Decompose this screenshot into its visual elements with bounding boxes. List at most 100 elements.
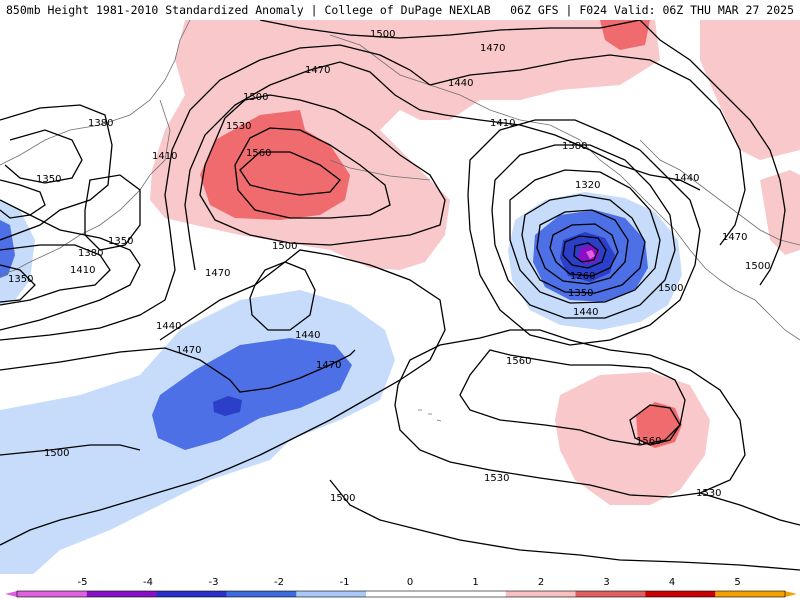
contour-1320-low xyxy=(536,209,629,285)
contour-1350-left xyxy=(0,179,46,219)
colorbar-tick-label: -3 xyxy=(209,577,219,588)
contour-1380-left xyxy=(4,129,83,184)
coastline-aleutians xyxy=(329,159,431,181)
coastlines xyxy=(0,20,800,422)
height-contours xyxy=(0,20,800,571)
colorbar-tick-labels: -5 -4 -3 -2 -1 0 1 2 3 4 5 xyxy=(78,577,741,588)
colorbar-tick-label: 5 xyxy=(734,577,740,588)
contour-label: 1500 xyxy=(330,493,355,504)
contour-label: 1560 xyxy=(636,436,661,447)
contour-1500-mid xyxy=(0,249,446,546)
colorbar-left-arrow xyxy=(5,591,17,597)
model-run-info: 06Z GFS | F024 Valid: 06Z THU MAR 27 202… xyxy=(510,3,794,17)
hawaii-islands xyxy=(418,409,442,422)
contour-label: 1380 xyxy=(88,118,113,129)
coastline-north-america xyxy=(689,249,800,341)
contour-1290-low xyxy=(549,223,619,277)
colorbar-swatch xyxy=(715,591,786,597)
colorbar-swatch xyxy=(435,591,507,597)
contour-label: 1530 xyxy=(696,488,721,499)
colorbar-swatch xyxy=(505,591,577,597)
contour-1440-west xyxy=(0,44,431,341)
contour-label: 1470 xyxy=(316,360,341,371)
contour-1380-low xyxy=(509,169,661,304)
strong-negative-anomaly-pacific xyxy=(213,396,242,416)
strong-positive-anomaly-top xyxy=(600,20,650,50)
contour-1500-east xyxy=(639,20,786,286)
contour-label: 1440 xyxy=(295,330,320,341)
contour-1440-low xyxy=(467,119,701,346)
colorbar-tick-label: -5 xyxy=(78,577,88,588)
coastline-kamchatka xyxy=(0,99,171,276)
contour-1410-left xyxy=(0,104,113,241)
contour-label: 1500 xyxy=(745,261,770,272)
colorbar-tick-label: 3 xyxy=(603,577,609,588)
weather-map: 1500 1470 1470 1440 1500 1530 1560 1410 … xyxy=(0,20,800,577)
contour-label: 1470 xyxy=(480,43,505,54)
contour-label: 1470 xyxy=(305,65,330,76)
contour-label: 1440 xyxy=(674,173,699,184)
contour-1470-north xyxy=(184,61,446,271)
colorbar-swatch xyxy=(17,591,88,597)
contour-1440-east xyxy=(444,114,701,191)
max-negative-anomaly-core xyxy=(586,250,595,259)
colorbar-tick-label: -2 xyxy=(274,577,284,588)
contour-1380-mid xyxy=(0,244,111,306)
positive-anomaly-bc xyxy=(760,170,800,255)
contour-1560-ridge xyxy=(629,404,681,446)
positive-anomaly-pacific xyxy=(555,372,710,505)
contour-label: 1350 xyxy=(36,174,61,185)
contour-label: 1500 xyxy=(243,92,268,103)
contour-1350-mid xyxy=(84,174,141,251)
contour-1260-low xyxy=(562,235,607,269)
contour-label: 1350 xyxy=(8,274,33,285)
contour-1530-mid xyxy=(394,329,746,498)
colorbar-outline xyxy=(16,590,786,598)
map-title: 850mb Height 1981-2010 Standardized Anom… xyxy=(6,3,491,17)
coastline-alaska xyxy=(329,34,691,251)
contour-label: 1560 xyxy=(506,356,531,367)
contour-label: 1410 xyxy=(70,265,95,276)
contour-1500-top xyxy=(259,20,641,39)
contour-label: 1470 xyxy=(205,268,230,279)
contour-1500-nw xyxy=(199,94,446,246)
contour-label: 1500 xyxy=(370,29,395,40)
contour-label: 1380 xyxy=(562,141,587,152)
contour-label: 1500 xyxy=(272,241,297,252)
contour-label: 1380 xyxy=(78,248,103,259)
colorbar-swatch xyxy=(366,591,437,597)
contour-label: 1560 xyxy=(246,148,271,159)
contour-1530-se xyxy=(699,492,800,526)
contour-1410-mid xyxy=(0,199,141,331)
colorbar-tick-label: 1 xyxy=(472,577,478,588)
colorbar-right-arrow xyxy=(785,591,797,597)
map-header: 850mb Height 1981-2010 Standardized Anom… xyxy=(0,0,800,20)
colorbar-swatch xyxy=(156,591,227,597)
strong-positive-anomaly-pacific xyxy=(636,402,682,448)
contour-1500-sw xyxy=(0,444,141,456)
contour-label: 1530 xyxy=(484,473,509,484)
contour-1230-low xyxy=(573,242,599,263)
contour-1530-nw xyxy=(234,127,391,219)
contour-1350-edge xyxy=(0,264,36,303)
contour-label: 1440 xyxy=(573,307,598,318)
contour-1470-west xyxy=(0,347,356,393)
contour-label: 1470 xyxy=(176,345,201,356)
contour-label: 1410 xyxy=(490,118,515,129)
colorbar-tick-label: -1 xyxy=(340,577,350,588)
contour-label: 1350 xyxy=(568,288,593,299)
anomaly-colorbar: -5 -4 -3 -2 -1 0 1 2 3 4 5 xyxy=(0,574,800,600)
colorbar-swatch xyxy=(86,591,158,597)
colorbar-swatch xyxy=(226,591,297,597)
contour-label: 1500 xyxy=(658,283,683,294)
contour-label: 1440 xyxy=(156,321,181,332)
contour-label: 1260 xyxy=(570,271,595,282)
contour-1470-east xyxy=(429,54,746,246)
colorbar-swatch xyxy=(296,591,367,597)
contour-1350-low xyxy=(521,194,646,294)
colorbar-swatch xyxy=(575,591,646,597)
contour-1560-nw xyxy=(239,151,341,196)
contour-label: 1410 xyxy=(152,151,177,162)
coastline-bc xyxy=(639,139,800,246)
colorbar-swatches xyxy=(5,590,797,598)
